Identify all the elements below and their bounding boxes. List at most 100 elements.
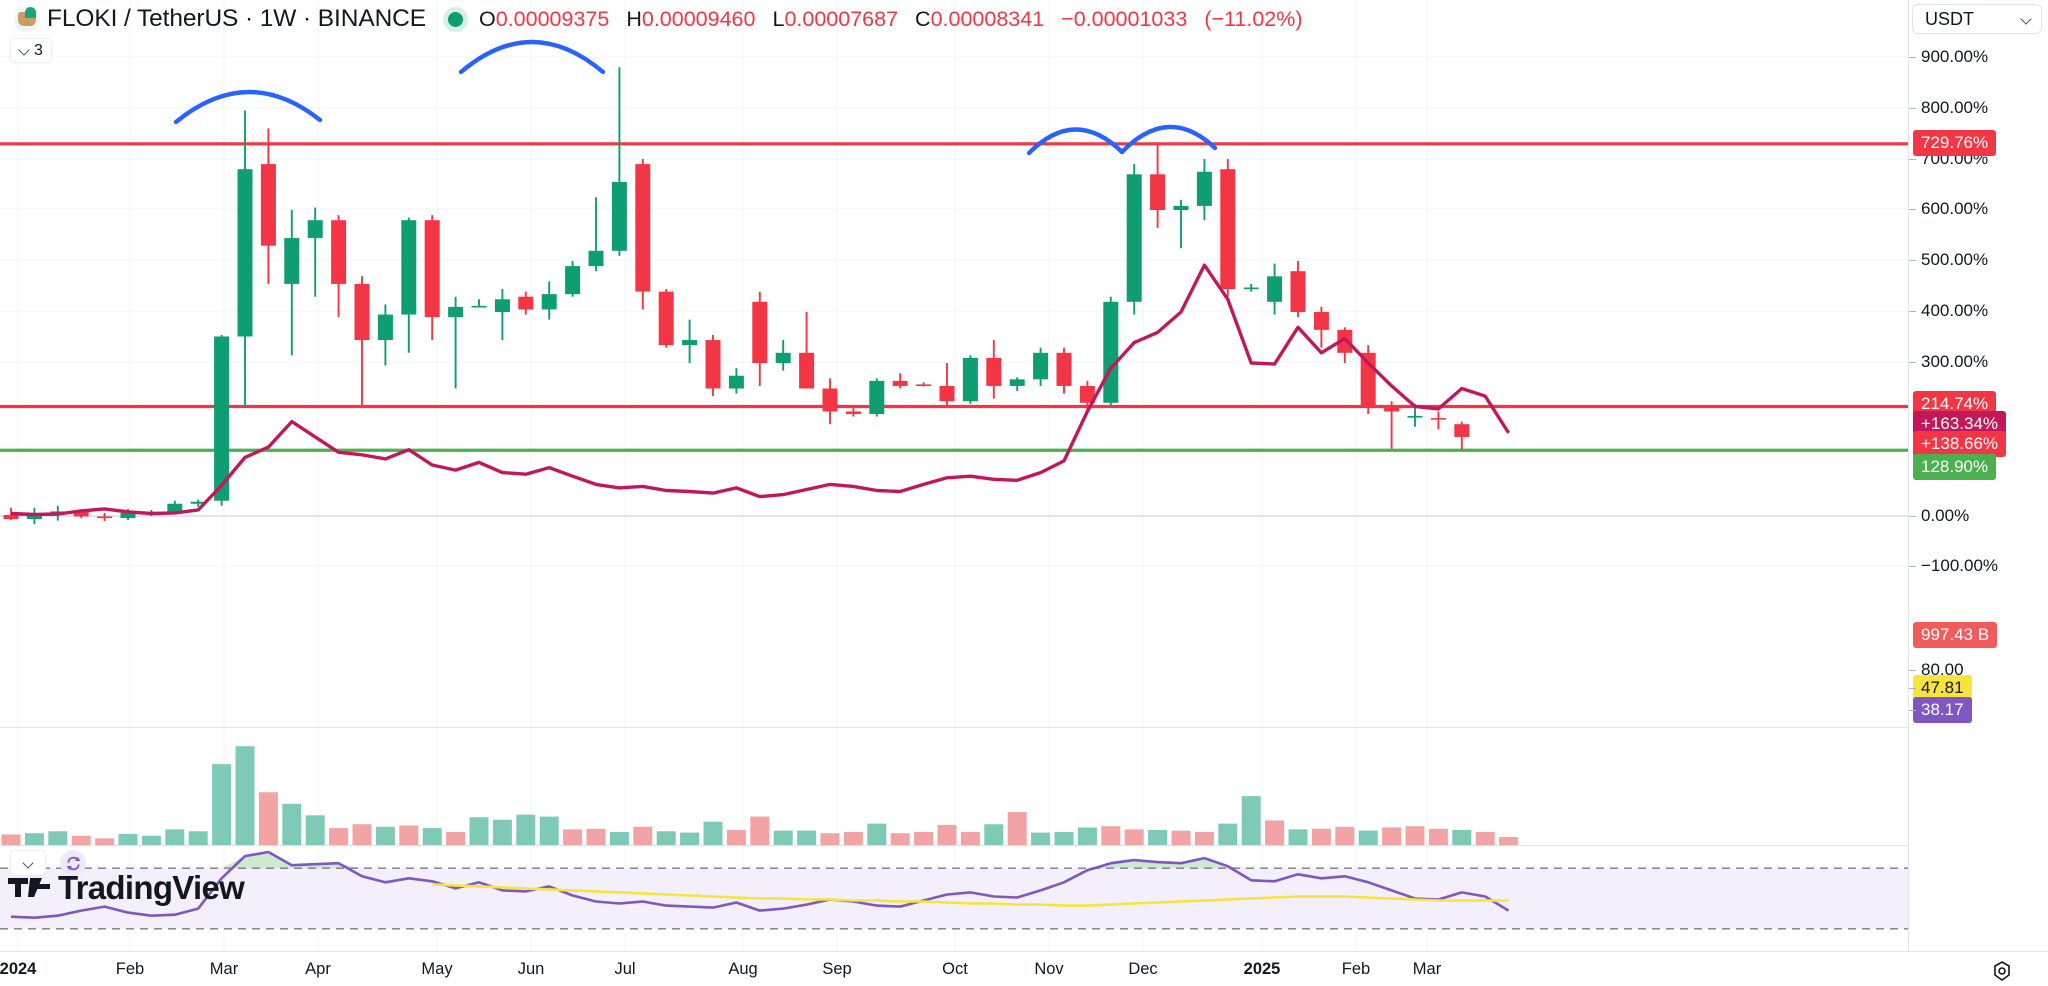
volume-bar (656, 831, 676, 846)
candle-body (635, 164, 651, 292)
price-pane-plot[interactable] (0, 0, 1908, 728)
volume-bar (188, 831, 208, 846)
oscillator-overbought-fill (11, 852, 1509, 869)
axis-tick-label: 600.00% (1921, 199, 1989, 218)
volume-bar (71, 835, 91, 846)
axis-tick-label: 0.00% (1921, 506, 1970, 525)
green-level-badge[interactable]: 128.90% (1913, 454, 1997, 480)
candle-body (237, 169, 253, 337)
time-axis-label: Aug (728, 960, 758, 978)
legend-collapse-button[interactable]: 3 (10, 38, 52, 63)
price-scale-axis[interactable]: 900.00% 800.00% 700.00% 600.00% 500.00% 400.0… (1908, 0, 2048, 951)
volume-bar (1171, 830, 1191, 846)
candle-body (799, 352, 815, 389)
timezone-clock-icon[interactable] (1992, 961, 2012, 981)
candle-body (97, 516, 113, 519)
time-axis-label: May (421, 960, 453, 978)
oscillator-collapse-button[interactable] (10, 850, 46, 876)
volume-bar (1, 834, 21, 846)
axis-tick-mark (1909, 57, 1916, 58)
volume-bar (95, 838, 115, 846)
candle-body (214, 336, 230, 501)
volume-bar (843, 831, 863, 846)
last-price-badge[interactable]: +138.66% (1913, 431, 2007, 457)
volume-bar (1311, 828, 1331, 846)
volume-bar (1241, 796, 1261, 846)
comparison-series-line (10, 263, 1511, 517)
time-scale-axis[interactable]: 2024 Feb Mar Apr May Jun Jul Aug Sep Oct Nov Dec 202… (0, 951, 2048, 986)
volume-last-badge[interactable]: 997.43 B (1913, 622, 1998, 648)
chevron-down-icon (19, 45, 30, 56)
candle-body (471, 305, 487, 308)
candle-body (1126, 174, 1142, 302)
candle-body (1384, 406, 1400, 412)
arc-left-top (173, 89, 323, 125)
ohlc-close: C0.00008341 (915, 6, 1045, 31)
volume-bar (1405, 826, 1425, 846)
candle-body (307, 220, 323, 239)
candle-body (611, 181, 627, 251)
volume-bar (1288, 829, 1308, 846)
candle-body (284, 238, 300, 284)
comparison-series-badge[interactable]: +163.34% (1913, 411, 2007, 437)
volume-bar (539, 816, 559, 846)
volume-bar (726, 830, 746, 846)
candle-body (962, 357, 978, 402)
volume-bar (446, 831, 466, 846)
volume-bar (797, 830, 817, 846)
candle-body (73, 511, 89, 517)
axis-tick-mark (1909, 362, 1916, 363)
volume-bar (914, 831, 934, 846)
candle-body (401, 220, 417, 315)
pane-divider-oscillator[interactable] (0, 845, 1908, 846)
ohlc-low: L0.00007687 (772, 6, 899, 31)
candle-body (1196, 171, 1212, 206)
time-axis-label: Oct (942, 960, 968, 978)
candle-body (3, 514, 19, 520)
candle-body (822, 388, 838, 412)
candle-body (1173, 205, 1189, 210)
candle-body (260, 164, 276, 246)
oscillator-sync-button[interactable] (60, 850, 86, 876)
oscillator-pane-controls (10, 850, 86, 876)
candle-body (1056, 352, 1072, 386)
resistance-price-badge[interactable]: 729.76% (1913, 130, 1997, 156)
volume-bar (633, 826, 653, 846)
pane-divider-volume[interactable] (0, 727, 1908, 728)
volume-bar (1194, 831, 1214, 846)
volume-bar (48, 831, 68, 846)
volume-bar (703, 821, 723, 846)
change-percent: (−11.02%) (1204, 6, 1303, 31)
candle-body (752, 301, 768, 363)
volume-bar (1382, 827, 1402, 846)
ohlc-open: O0.00009375 (479, 6, 610, 31)
volume-bar (984, 824, 1004, 846)
oscillator-pane-plot[interactable] (0, 846, 1908, 951)
volume-bar (141, 835, 161, 846)
candle-body (1033, 352, 1049, 380)
volume-bar (1452, 830, 1472, 846)
volume-bar (352, 824, 372, 846)
axis-tick-mark (1909, 688, 1916, 689)
quote-unit-selector[interactable]: USDT (1912, 4, 2042, 34)
volume-bar (960, 831, 980, 846)
oscillator-value-badge[interactable]: 47.81 (1913, 675, 1972, 701)
volume-bar (492, 819, 512, 846)
candle-body (892, 380, 908, 386)
candle-body (588, 250, 604, 267)
time-axis-label: Mar (209, 960, 239, 978)
time-axis-label: Dec (1128, 960, 1158, 978)
volume-bar (680, 832, 700, 846)
candle-body (1313, 312, 1329, 330)
candle-body (1150, 174, 1166, 210)
candle-body (1009, 379, 1025, 386)
volume-pane-plot[interactable] (0, 728, 1908, 846)
volume-bar (750, 816, 770, 846)
symbol-title[interactable]: FLOKI / TetherUS · 1W · BINANCE (47, 5, 427, 32)
time-axis-label: Feb (1341, 960, 1371, 978)
oscillator-value-badge[interactable]: 38.17 (1913, 697, 1972, 723)
ohlc-high: H0.00009460 (626, 6, 756, 31)
candle-body (541, 294, 557, 310)
volume-bar (305, 815, 325, 846)
